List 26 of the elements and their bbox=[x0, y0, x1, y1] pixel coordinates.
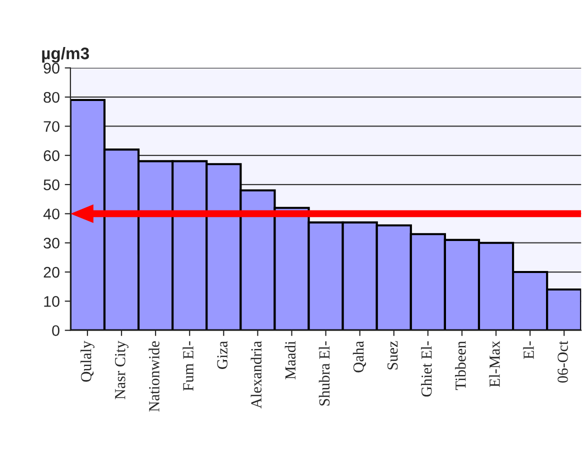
y-tick-label: 20 bbox=[44, 266, 60, 278]
x-tick-label: 06-Oct bbox=[558, 340, 568, 383]
y-tick-label: 60 bbox=[44, 150, 60, 162]
y-tick-label: 70 bbox=[44, 121, 60, 132]
y-tick-label: 10 bbox=[44, 296, 60, 307]
x-tick-label: Nationwide bbox=[148, 341, 160, 412]
x-tick-label: Alexandria bbox=[250, 340, 262, 408]
y-tick-label: 90 bbox=[44, 62, 60, 74]
x-tick-label: El-Max bbox=[489, 340, 500, 387]
x-tick-label: Suez bbox=[387, 341, 398, 370]
y-axis-title: µg/m3 bbox=[42, 47, 89, 63]
y-tick-label: 30 bbox=[44, 238, 60, 249]
x-tick-label: Ghiet El- bbox=[420, 341, 432, 397]
x-tick-label: Tibbeen bbox=[455, 340, 466, 390]
y-tick-label: 80 bbox=[44, 92, 60, 103]
x-tick-label: El- bbox=[523, 341, 534, 359]
x-tick-label: Nasr City bbox=[115, 340, 128, 400]
x-tick-label: Shubra El- bbox=[318, 341, 330, 406]
x-tick-label: Maadi bbox=[284, 341, 296, 380]
y-tick-label: 40 bbox=[43, 208, 60, 220]
x-tick-label: Qulaly bbox=[80, 340, 94, 382]
x-tick-label: Giza bbox=[217, 340, 228, 369]
y-tick-label: 0 bbox=[52, 325, 60, 336]
x-tick-label: Qaha bbox=[352, 340, 366, 372]
y-tick-label: 50 bbox=[44, 179, 60, 190]
x-tick-label: Fum El- bbox=[182, 341, 194, 391]
